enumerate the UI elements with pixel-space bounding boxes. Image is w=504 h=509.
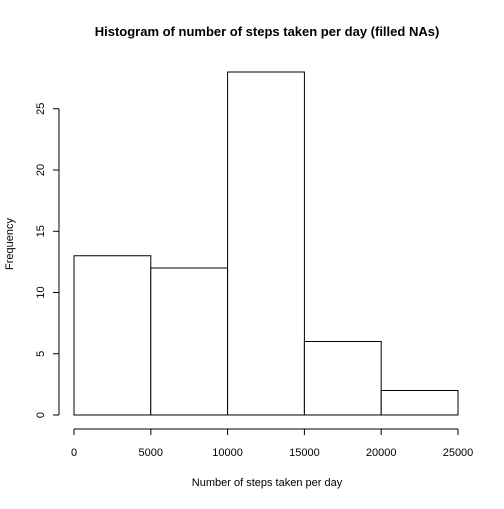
y-tick-label-0: 0 <box>35 412 47 418</box>
histogram-bar-0 <box>73 255 152 416</box>
x-tick-label-0: 0 <box>71 447 77 459</box>
y-tick-label-1: 5 <box>35 351 47 357</box>
x-tick-label-2: 10000 <box>212 447 243 459</box>
y-axis: 0 5 10 15 20 25 <box>35 103 60 418</box>
x-axis-label: Number of steps taken per day <box>192 477 343 489</box>
chart-title: Histogram of number of steps taken per d… <box>95 24 440 39</box>
x-tick-label-3: 15000 <box>289 447 320 459</box>
x-tick-label-1: 5000 <box>139 447 163 459</box>
histogram-bar-1 <box>150 267 229 416</box>
y-tick-label-4: 20 <box>35 164 47 176</box>
y-tick-label-5: 25 <box>35 103 47 115</box>
x-tick-label-5: 25000 <box>443 447 474 459</box>
histogram-bar-4 <box>380 390 459 416</box>
y-axis-label: Frequency <box>4 218 16 270</box>
x-axis: 0 5000 10000 15000 20000 25000 <box>71 428 474 459</box>
histogram-bar-3 <box>303 341 382 416</box>
bars <box>73 71 459 416</box>
histogram-bar-2 <box>227 71 305 416</box>
y-tick-label-2: 10 <box>35 286 47 298</box>
x-tick-label-4: 20000 <box>366 447 397 459</box>
y-tick-label-3: 15 <box>35 225 47 237</box>
